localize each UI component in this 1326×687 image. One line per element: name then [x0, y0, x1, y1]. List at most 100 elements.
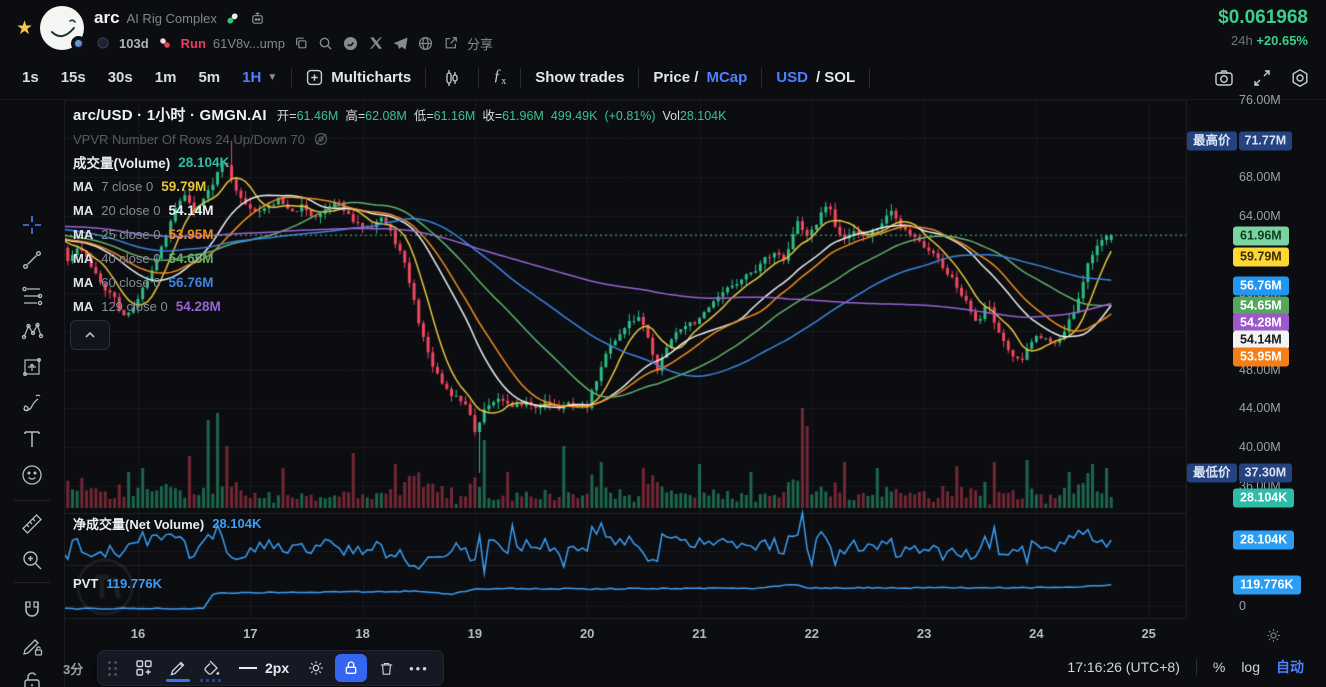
screenshot-camera-icon[interactable] — [1212, 66, 1236, 90]
token-address[interactable]: 61V8v...ump — [213, 36, 285, 51]
line-width-button[interactable]: 2px — [239, 660, 289, 676]
indicators-fx-button[interactable]: ƒx — [493, 67, 506, 87]
date-tick: 21 — [692, 626, 706, 641]
zoom-in-tool[interactable] — [14, 542, 50, 578]
timeframe-dropdown-caret[interactable]: ▼ — [267, 72, 277, 83]
date-tick: 18 — [355, 626, 369, 641]
fullscreen-icon[interactable] — [1250, 66, 1274, 90]
change-period-label: 24h — [1231, 33, 1253, 48]
emoji-tool[interactable] — [14, 457, 50, 493]
auto-scale-toggle[interactable]: 自动 — [1276, 657, 1304, 677]
projection-tool[interactable] — [14, 349, 50, 385]
xabcd-pattern-tool[interactable] — [14, 313, 50, 349]
fill-color-button[interactable] — [197, 654, 227, 682]
token-site-icon[interactable] — [342, 34, 360, 52]
multicharts-button[interactable]: Multicharts — [306, 69, 411, 86]
pump-icon — [156, 34, 174, 52]
drawing-float-toolbar: 2px ••• — [97, 650, 444, 686]
chart-settings-icon[interactable] — [1288, 66, 1312, 90]
dev-bot-icon — [249, 9, 267, 27]
timeframe-30s[interactable]: 30s — [108, 69, 133, 86]
pvt-pane-label: PVT 119.776K — [73, 576, 162, 591]
copy-icon[interactable] — [292, 34, 310, 52]
timeframe-5m[interactable]: 5m — [198, 69, 220, 86]
price-axis[interactable]: 76.00M72.00M68.00M64.00M60.00M56.00M52.0… — [1186, 100, 1326, 618]
price-tick: 40.00M — [1239, 440, 1281, 454]
price-mcap-toggle[interactable]: Price /MCap — [653, 69, 747, 86]
avatar-chain-badge — [71, 36, 86, 51]
fill-color-swatch — [200, 679, 224, 682]
legend-collapse-button[interactable] — [70, 320, 110, 350]
axis-value-badge: 59.79M — [1233, 248, 1289, 267]
drawing-mode-lock-tool[interactable] — [14, 628, 50, 664]
trading-app: ★ arc AI Rig Complex — [0, 0, 1326, 687]
x-twitter-icon[interactable] — [367, 34, 385, 52]
token-symbol: arc — [94, 8, 120, 28]
crosshair-tool[interactable] — [14, 207, 50, 243]
low-price-badge: 最低价37.30M — [1187, 464, 1292, 483]
pencil-color-button[interactable] — [163, 654, 193, 682]
toolbar-drag-handle[interactable] — [108, 661, 117, 676]
pencil-color-swatch — [166, 679, 190, 682]
timeframe-1m[interactable]: 1m — [155, 69, 177, 86]
date-tick: 16 — [131, 626, 145, 641]
pill-icon — [224, 9, 242, 27]
show-trades-toggle[interactable]: Show trades — [535, 69, 624, 86]
fib-retracement-tool[interactable] — [14, 278, 50, 314]
line-width-sample — [239, 667, 257, 669]
drawing-delete-button[interactable] — [371, 654, 401, 682]
timeframe-1H[interactable]: 1H — [242, 69, 261, 86]
timeframe-1s[interactable]: 1s — [22, 69, 39, 86]
axis-value-badge: 56.76M — [1233, 277, 1289, 296]
ruler-tool[interactable] — [14, 506, 50, 542]
share-label[interactable]: 分享 — [467, 34, 493, 53]
clock-display[interactable]: 17:16:26 (UTC+8) — [1067, 659, 1179, 675]
trend-line-tool[interactable] — [14, 242, 50, 278]
axis-value-badge: 28.104K — [1233, 531, 1294, 550]
axis-value-badge: 61.96M — [1233, 227, 1289, 246]
external-link-icon[interactable] — [442, 34, 460, 52]
axis-settings-icon[interactable] — [1262, 624, 1284, 646]
drawing-lock-button[interactable] — [335, 654, 367, 682]
drawing-settings-button[interactable] — [301, 654, 331, 682]
header: ★ arc AI Rig Complex — [0, 0, 1326, 56]
token-price: $0.061968 — [1218, 7, 1308, 29]
usd-sol-toggle[interactable]: USD/ SOL — [776, 69, 855, 86]
token-name: AI Rig Complex — [127, 11, 217, 26]
date-tick: 19 — [468, 626, 482, 641]
percent-scale-toggle[interactable]: % — [1213, 659, 1225, 675]
token-avatar[interactable] — [40, 6, 84, 50]
high-price-badge: 最高价71.77M — [1187, 132, 1292, 151]
globe-icon[interactable] — [417, 34, 435, 52]
net-volume-pane-label: 净成交量(Net Volume) 28.104K — [73, 514, 261, 533]
chart-toolbar: 1s 15s 30s 1m 5m 1H ▼ Multicharts ƒx Show tra… — [0, 56, 1326, 100]
platform-label[interactable]: Run — [181, 36, 206, 51]
pvt-zero-tick: 0 — [1239, 599, 1246, 613]
text-tool[interactable] — [14, 421, 50, 457]
lock-all-tool[interactable] — [14, 664, 50, 687]
favorite-star-icon[interactable]: ★ — [16, 17, 33, 40]
log-scale-toggle[interactable]: log — [1241, 659, 1260, 675]
date-tick: 22 — [805, 626, 819, 641]
telegram-icon[interactable] — [392, 34, 410, 52]
token-mini-icon — [94, 34, 112, 52]
candle-style-button[interactable] — [440, 66, 464, 90]
bottom-status-bar: 17:16:26 (UTC+8) % log 自动 — [1067, 657, 1304, 677]
brush-tool[interactable] — [14, 385, 50, 421]
time-axis[interactable]: 16171819202122232425 — [65, 618, 1186, 648]
token-age: 103d — [119, 36, 149, 51]
timeframe-15s[interactable]: 15s — [61, 69, 86, 86]
axis-value-badge: 119.776K — [1233, 576, 1301, 595]
drawing-sidebar — [0, 100, 65, 687]
price-tick: 76.00M — [1239, 93, 1281, 107]
toolbar-more-button[interactable]: ••• — [409, 661, 429, 676]
timeframe-group: 1s 15s 30s 1m 5m 1H — [0, 69, 261, 86]
search-icon[interactable] — [317, 34, 335, 52]
line-width-value: 2px — [265, 660, 289, 676]
price-tick: 68.00M — [1239, 170, 1281, 184]
clipped-axis-label: 3分 — [63, 659, 83, 678]
change-value: +20.65% — [1256, 33, 1308, 48]
chart-canvas[interactable] — [65, 100, 1186, 618]
magnet-tool[interactable] — [14, 592, 50, 628]
templates-button[interactable] — [129, 654, 159, 682]
